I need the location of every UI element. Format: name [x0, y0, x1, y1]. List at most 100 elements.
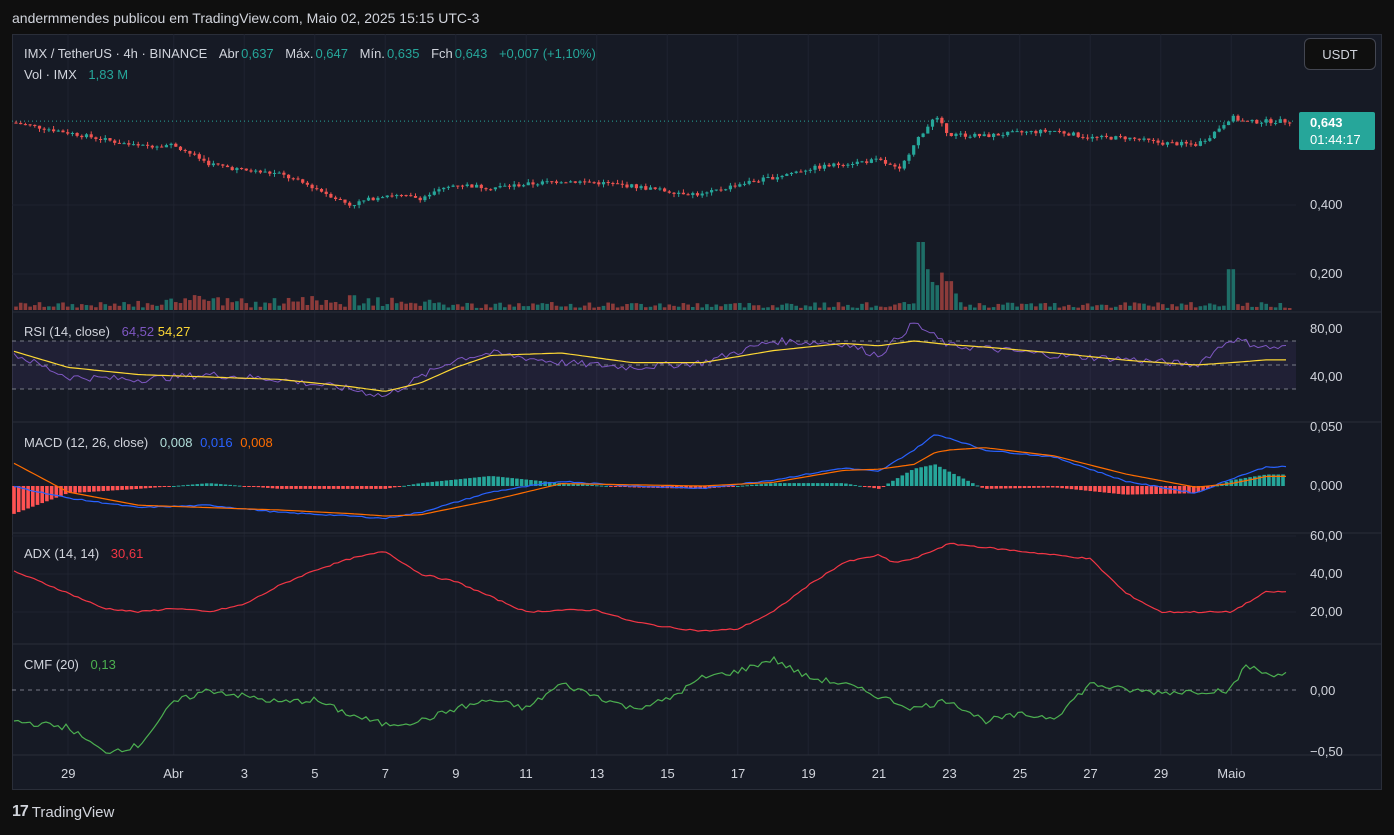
volume-bar — [376, 297, 380, 310]
volume-bar — [37, 302, 42, 310]
macd-hist-bar — [110, 486, 115, 491]
candle-body — [197, 154, 201, 159]
volume-bar — [991, 307, 996, 310]
macd-hist-bar — [157, 486, 162, 488]
volume-bar — [441, 304, 446, 310]
macd-hist-bar — [435, 481, 439, 486]
volume-bar — [84, 305, 89, 310]
candle-body — [691, 193, 695, 196]
candle-body — [272, 172, 277, 174]
macd-hist-bar — [186, 484, 190, 486]
volume-bar — [968, 304, 972, 310]
macd-hist-bar — [200, 483, 204, 486]
symbol-label[interactable]: IMX / TetherUS · 4h · BINANCE — [24, 46, 208, 61]
time-axis-label: 19 — [801, 766, 816, 781]
macd-hist-bar — [815, 483, 820, 486]
volume-bar — [615, 307, 620, 310]
macd-hist-bar — [251, 486, 256, 487]
volume-bar — [507, 304, 512, 310]
candle-body — [1165, 142, 1170, 145]
candle-body — [1076, 132, 1080, 137]
macd-hist-bar — [468, 478, 472, 486]
candle-body — [512, 184, 516, 187]
macd-hist-bar — [1121, 486, 1125, 495]
volume-label[interactable]: Vol · IMX — [24, 67, 77, 82]
macd-hist-bar — [562, 483, 566, 486]
macd-hist-bar — [1182, 486, 1187, 494]
macd-hist-bar — [632, 486, 637, 488]
volume-bar — [1208, 303, 1212, 310]
candle-body — [907, 154, 911, 161]
candle-body — [418, 197, 422, 201]
macd-hist-bar — [759, 484, 764, 486]
candle-body — [959, 133, 963, 135]
volume-bar — [996, 303, 1001, 310]
macd-hist-bar — [595, 485, 599, 487]
volume-bar — [131, 306, 136, 310]
macd-hist-bar — [364, 486, 369, 489]
volume-bar — [526, 306, 531, 310]
macd-hist-bar — [952, 473, 956, 486]
macd-hist-bar — [204, 483, 209, 486]
macd-label[interactable]: MACD (12, 26, close) — [24, 435, 149, 450]
volume-bar — [479, 307, 484, 310]
volume-bar — [272, 298, 277, 310]
macd-hist-bar — [477, 477, 482, 486]
candle-body — [460, 185, 465, 187]
volume-bar — [1048, 306, 1052, 310]
open-label: Abr — [218, 46, 240, 61]
tradingview-footer[interactable]: 17 TradingView — [12, 803, 114, 821]
candle-body — [1067, 133, 1071, 136]
candle-body — [475, 184, 479, 188]
volume-bar — [963, 306, 968, 310]
rsi-label[interactable]: RSI (14, close) — [24, 324, 110, 339]
candle-body — [846, 164, 850, 166]
time-axis-label: 27 — [1083, 766, 1098, 781]
candle-body — [240, 168, 244, 170]
volume-bar — [540, 303, 545, 310]
macd-hist-bar — [341, 486, 345, 489]
macd-hist-bar — [877, 486, 881, 489]
candle-body — [202, 158, 206, 161]
candle-body — [921, 133, 925, 137]
volume-bar — [413, 303, 418, 310]
volume-bar — [136, 300, 140, 310]
volume-bar — [230, 302, 234, 310]
candle-body — [1156, 140, 1160, 143]
macd-hist-bar — [501, 477, 505, 486]
candle-body — [987, 134, 991, 137]
macd-hist-bar — [853, 485, 858, 487]
candle-body — [1250, 119, 1254, 122]
volume-bar — [587, 302, 592, 310]
macd-hist-bar — [548, 481, 552, 486]
macd-hist-bar — [505, 477, 510, 486]
candle-body — [583, 181, 587, 183]
time-axis-label: 7 — [381, 766, 389, 781]
candle-body — [597, 182, 601, 185]
candle-body — [1236, 115, 1240, 121]
adx-label[interactable]: ADX (14, 14) — [24, 546, 100, 561]
volume-bar — [456, 304, 460, 310]
macd-hist-bar — [1093, 486, 1097, 492]
candle-body — [404, 195, 408, 197]
candle-body — [1137, 138, 1141, 140]
candle-body — [752, 180, 756, 182]
macd-hist-bar — [1140, 486, 1144, 495]
candle-body — [888, 163, 892, 165]
candle-body — [1245, 120, 1249, 122]
currency-button[interactable]: USDT — [1304, 38, 1376, 70]
volume-bar — [216, 297, 220, 310]
macd-hist-bar — [975, 485, 980, 487]
volume-bar — [850, 307, 855, 310]
candle-body — [916, 136, 920, 146]
chart-frame[interactable] — [12, 34, 1382, 790]
macd-hist-bar — [872, 486, 876, 489]
macd-signal-value: 0,008 — [240, 435, 273, 450]
candle-body — [155, 146, 159, 148]
volume-bar — [1067, 304, 1071, 310]
macd-hist-bar — [533, 480, 538, 486]
cmf-label[interactable]: CMF (20) — [24, 657, 79, 672]
time-axis-label: 29 — [1153, 766, 1169, 781]
candle-body — [1010, 131, 1014, 133]
